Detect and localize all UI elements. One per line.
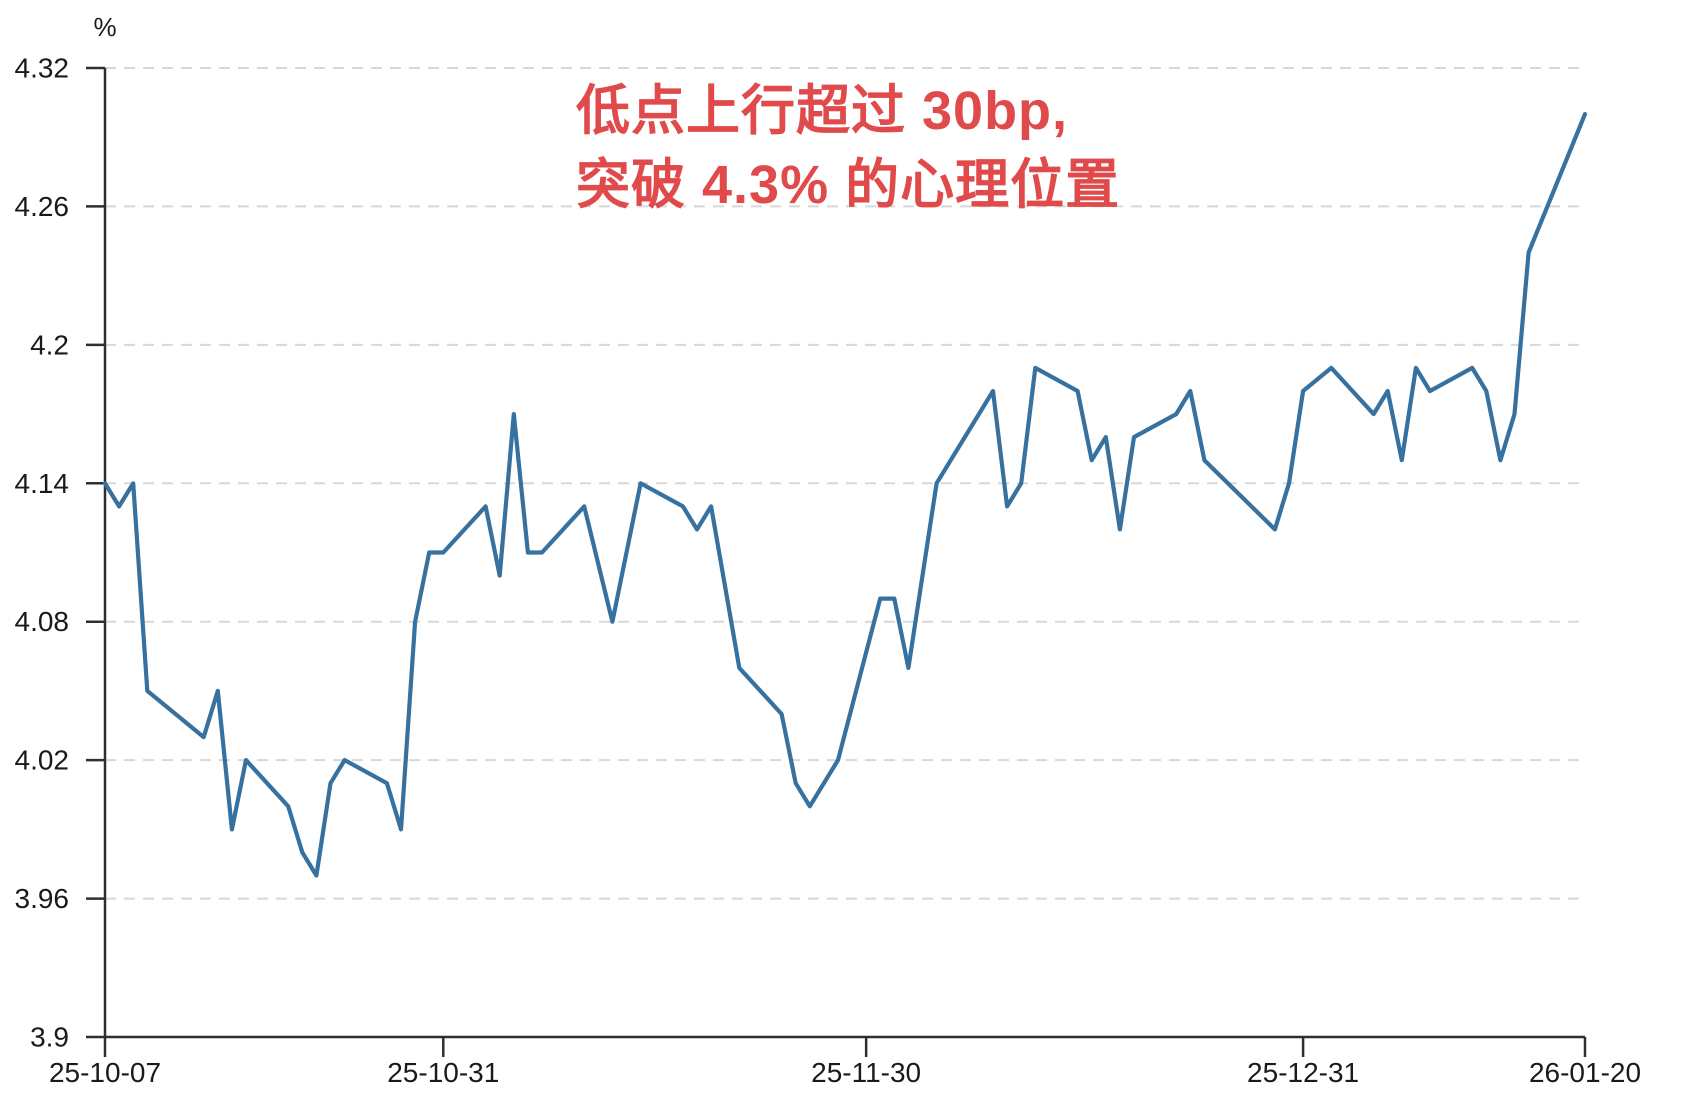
y-tick-label: 4.2	[30, 329, 69, 360]
y-tick-label: 3.96	[15, 883, 70, 914]
x-tick-label: 26-01-20	[1529, 1057, 1641, 1088]
x-tick-label: 25-11-30	[811, 1057, 921, 1088]
x-tick-label: 25-12-31	[1247, 1057, 1359, 1088]
y-tick-label: 4.32	[15, 53, 70, 84]
y-axis-unit-label: %	[93, 12, 116, 42]
x-tick-label: 25-10-07	[49, 1057, 161, 1088]
chart-annotation: 低点上行超过 30bp, 突破 4.3% 的心理位置	[576, 74, 1120, 222]
y-tick-label: 4.26	[15, 191, 70, 222]
y-tick-label: 4.14	[15, 468, 70, 499]
yield-series-line	[102, 111, 1588, 878]
y-tick-label: 4.08	[15, 606, 70, 637]
annotation-line-1: 低点上行超过 30bp,	[576, 81, 1069, 141]
x-tick-label: 25-10-31	[387, 1057, 499, 1088]
annotation-line-2: 突破 4.3% 的心理位置	[576, 155, 1121, 215]
y-tick-label: 4.02	[15, 745, 70, 776]
y-tick-label: 3.9	[30, 1022, 69, 1053]
